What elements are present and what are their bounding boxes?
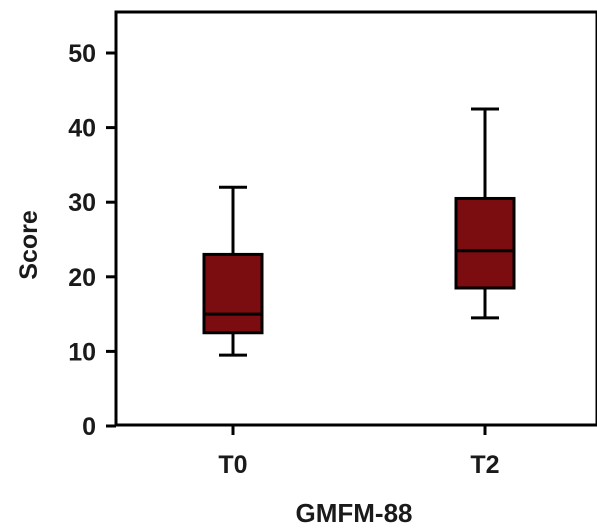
y-tick-label: 10 xyxy=(68,338,96,366)
y-tick-label: 0 xyxy=(82,413,96,441)
box-series xyxy=(202,107,516,357)
x-axis-label: GMFM-88 xyxy=(296,498,413,528)
iqr-box xyxy=(202,252,264,335)
y-axis-label: Score xyxy=(15,210,43,280)
x-axis-ticks: T0 T2 xyxy=(218,425,500,479)
plot-frame xyxy=(114,10,597,427)
y-axis-ticks: 0 10 20 30 40 50 xyxy=(68,40,116,441)
y-tick-label: 20 xyxy=(68,264,96,292)
y-tick-label: 50 xyxy=(68,40,96,68)
x-tick-label: T2 xyxy=(470,451,499,479)
x-tick-label: T0 xyxy=(218,451,247,479)
box-T2 xyxy=(454,107,516,320)
box-T0 xyxy=(202,185,264,357)
y-tick-label: 40 xyxy=(68,115,96,143)
y-tick-label: 30 xyxy=(68,189,96,217)
iqr-box xyxy=(454,196,516,290)
